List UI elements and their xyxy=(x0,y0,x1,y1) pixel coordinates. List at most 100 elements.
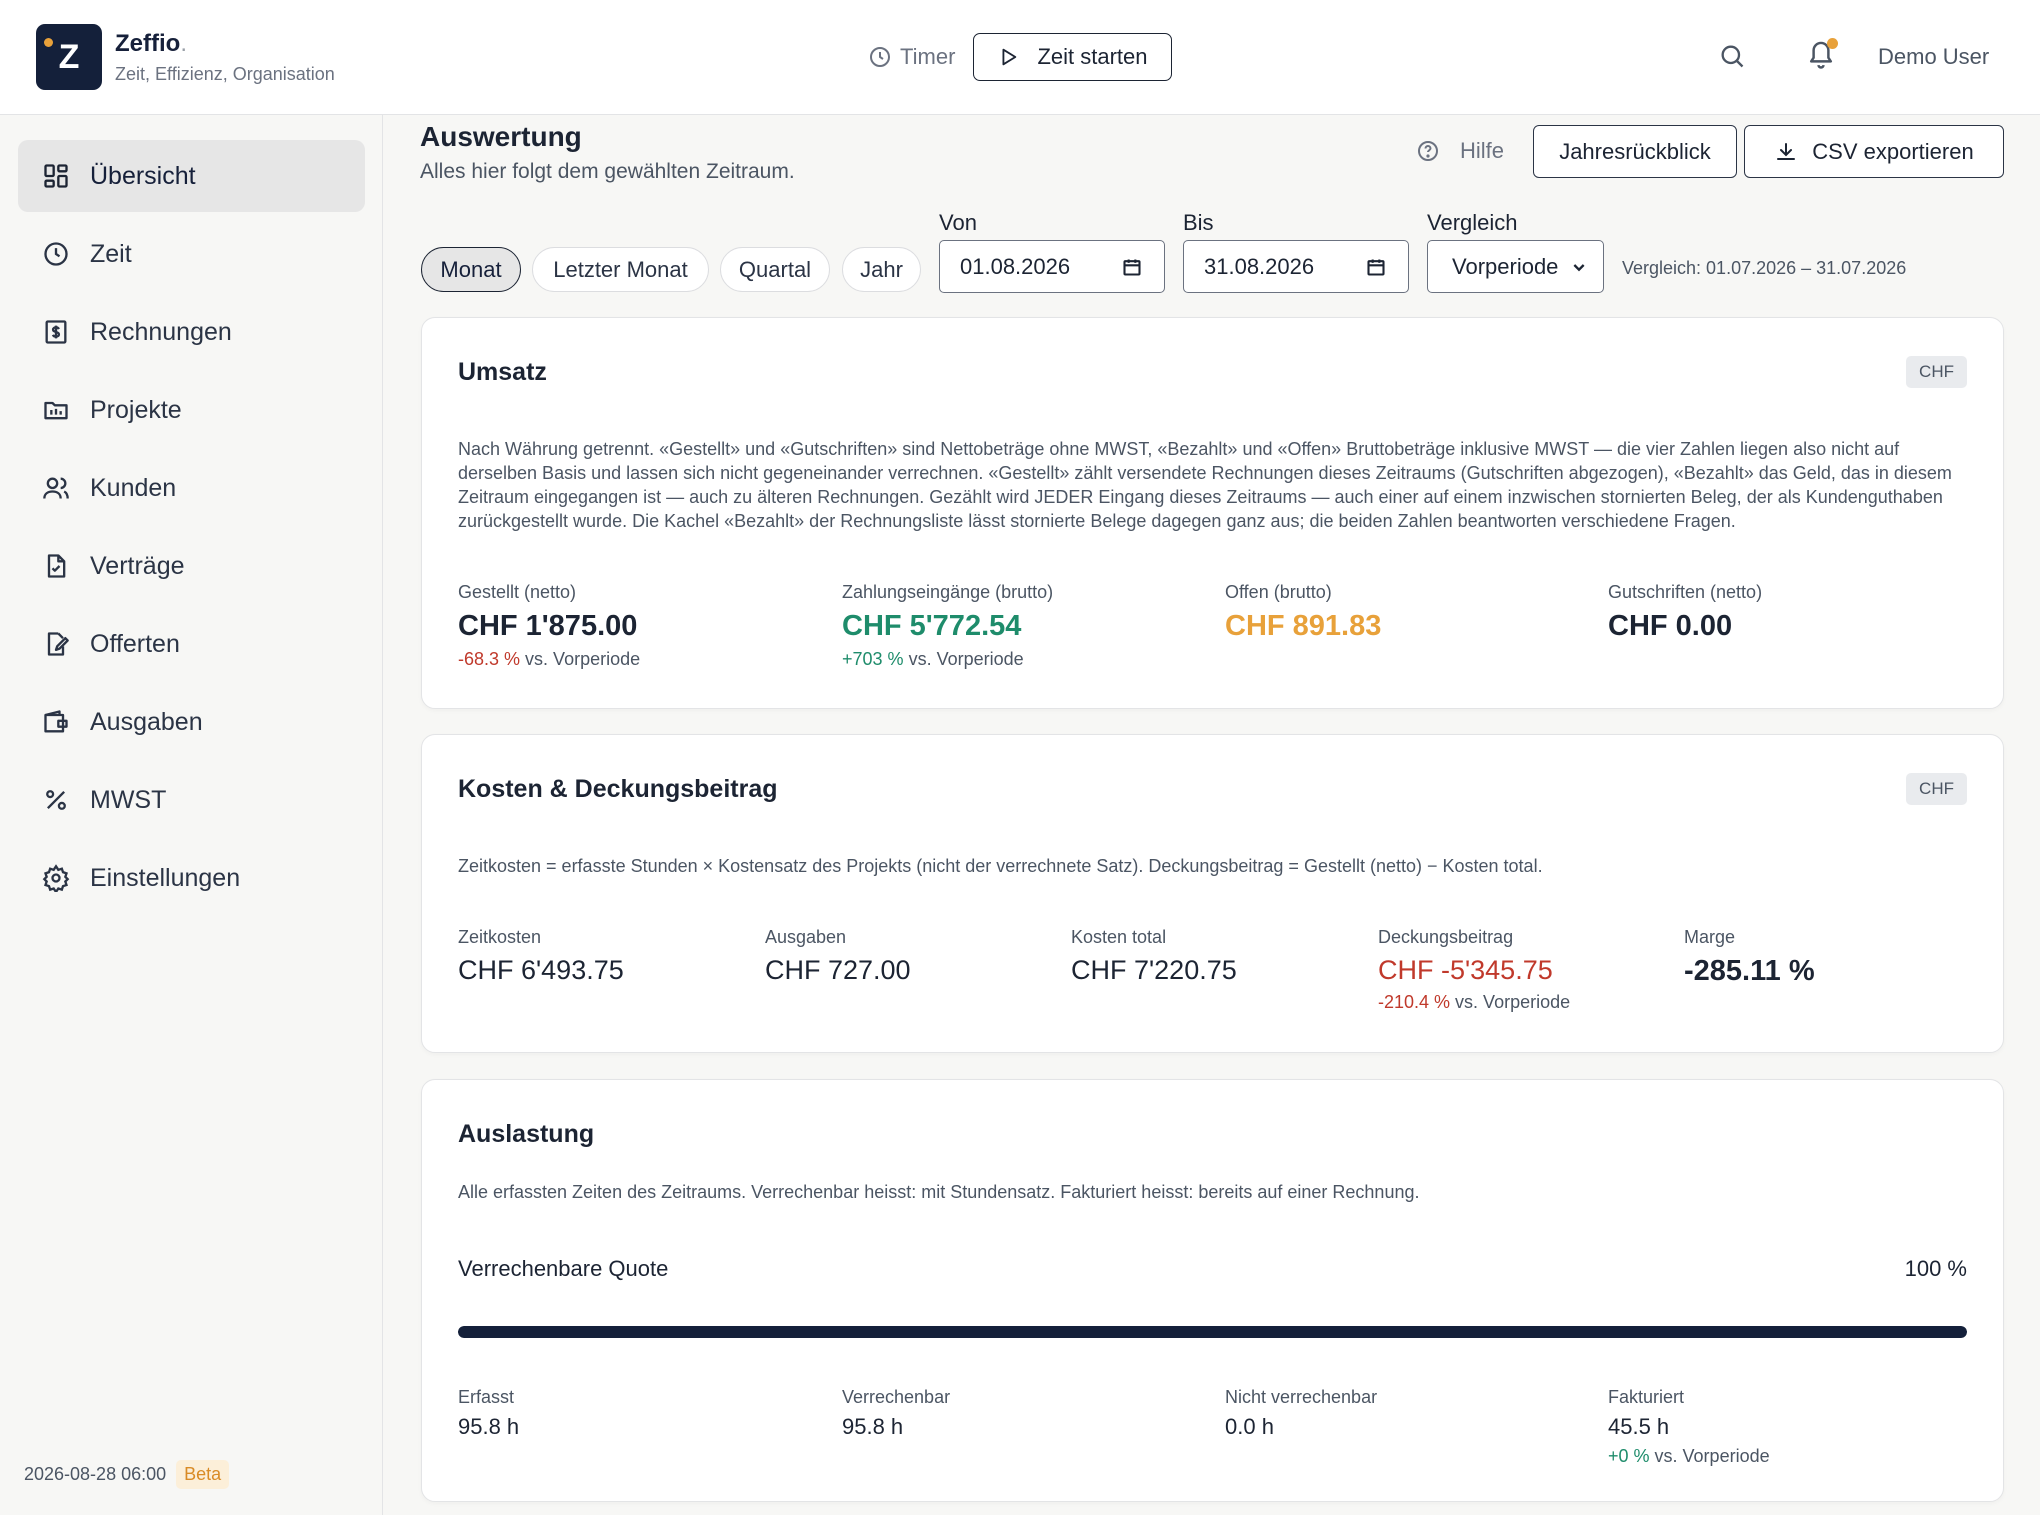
to-date-input[interactable]: 31.08.2026 xyxy=(1183,240,1409,293)
metric-label: Deckungsbeitrag xyxy=(1378,927,1514,947)
help-label: Hilfe xyxy=(1460,138,1505,163)
metric-delta: -68.3 % vs. Vorperiode xyxy=(458,649,640,670)
delta-value: -210.4 % xyxy=(1378,992,1451,1012)
compare-select[interactable]: Vorperiode xyxy=(1427,240,1604,293)
sidebar-item-projects[interactable]: Projekte xyxy=(18,374,365,446)
sidebar-item-label: Offerten xyxy=(90,630,180,658)
sidebar-item-time[interactable]: Zeit xyxy=(18,218,365,290)
metric-label: Kosten total xyxy=(1071,927,1167,947)
compare-range: Vergleich: 01.07.2026 – 31.07.2026 xyxy=(1622,258,1907,278)
sidebar-footer: 2026-08-28 06:00 Beta xyxy=(24,1460,230,1489)
utilization-card: Auslastung Alle erfassten Zeiten des Zei… xyxy=(421,1079,2004,1502)
sidebar-item-customers[interactable]: Kunden xyxy=(18,452,365,524)
quote-icon xyxy=(47,632,69,656)
metric-invoiced: Gestellt (netto) CHF 1'875.00 -68.3 % vs… xyxy=(458,582,640,670)
start-time-label: Zeit starten xyxy=(1037,44,1148,69)
calendar-icon xyxy=(1367,259,1385,276)
search-button[interactable] xyxy=(1718,42,1746,75)
page-title: Auswertung xyxy=(420,121,582,152)
to-date-value: 31.08.2026 xyxy=(1204,253,1315,279)
csv-export-button[interactable]: CSV exportieren xyxy=(1744,125,2004,178)
period-year-pill[interactable]: Jahr xyxy=(842,247,921,292)
metric-value: CHF 6'493.75 xyxy=(458,955,624,985)
period-quarter-pill[interactable]: Quartal xyxy=(720,247,830,292)
utilization-title: Auslastung xyxy=(458,1120,595,1148)
costs-description: Zeitkosten = erfasste Stunden × Kostensa… xyxy=(458,856,1543,876)
metric-label: Zahlungseingänge (brutto) xyxy=(842,582,1054,602)
beta-badge: Beta xyxy=(176,1460,230,1489)
csv-export-label: CSV exportieren xyxy=(1812,138,1974,164)
sidebar-item-contracts[interactable]: Verträge xyxy=(18,530,365,602)
start-time-button[interactable]: Zeit starten xyxy=(973,33,1172,81)
metric-label: Ausgaben xyxy=(765,927,847,947)
metric-margin: Marge -285.11 % xyxy=(1684,927,1815,988)
sidebar-item-quotes[interactable]: Offerten xyxy=(18,608,365,680)
metric-open: Offen (brutto) CHF 891.83 xyxy=(1225,582,1381,643)
notification-dot xyxy=(1827,38,1838,49)
invoice-icon xyxy=(45,320,67,344)
currency-badge: CHF xyxy=(1906,773,1967,805)
delta-suffix: vs. Vorperiode xyxy=(1649,1446,1770,1466)
metric-total-costs: Kosten total CHF 7'220.75 xyxy=(1071,927,1237,986)
metric-value: 0.0 h xyxy=(1225,1414,1274,1439)
metric-value: 45.5 h xyxy=(1608,1414,1670,1439)
year-review-label: Jahresrückblick xyxy=(1559,138,1711,164)
page-subtitle: Alles hier folgt dem gewählten Zeitraum. xyxy=(420,160,795,183)
metric-label: Gutschriften (netto) xyxy=(1608,582,1763,602)
brand-name: Zeffio. xyxy=(115,30,187,58)
sidebar-item-label: Ausgaben xyxy=(90,708,203,736)
search-icon xyxy=(1721,45,1744,68)
metric-invoiced-hours: Fakturiert 45.5 h +0 % vs. Vorperiode xyxy=(1608,1387,1770,1467)
timestamp: 2026-08-28 06:00 xyxy=(24,1464,167,1484)
download-icon xyxy=(1777,142,1796,160)
delta-value: -68.3 % xyxy=(458,649,521,669)
timer-label: Timer xyxy=(900,44,956,69)
quota-progress-bar xyxy=(458,1326,1967,1338)
help-button[interactable]: Hilfe xyxy=(1416,138,1504,164)
notifications-button[interactable] xyxy=(1806,38,1836,75)
help-icon xyxy=(1418,141,1438,161)
sidebar-item-overview[interactable]: Übersicht xyxy=(18,140,365,212)
calendar-icon xyxy=(1123,259,1141,276)
clock-icon xyxy=(44,242,68,266)
metric-contribution: Deckungsbeitrag CHF -5'345.75 -210.4 % v… xyxy=(1378,927,1570,1013)
from-date-value: 01.08.2026 xyxy=(960,253,1071,279)
sidebar-item-expenses[interactable]: Ausgaben xyxy=(18,686,365,758)
top-bar: Z Zeffio. Zeit, Effizienz, Organisation … xyxy=(0,0,2040,115)
metric-delta: +0 % vs. Vorperiode xyxy=(1608,1446,1770,1467)
revenue-card: Umsatz CHF Nach Währung getrennt. «Geste… xyxy=(421,317,2004,709)
revenue-title: Umsatz xyxy=(458,358,547,386)
folder-icon xyxy=(44,401,68,420)
sidebar-item-label: Zeit xyxy=(90,240,132,268)
brand-dot: . xyxy=(180,30,187,57)
quota-progress-fill xyxy=(458,1326,1967,1338)
gear-icon xyxy=(42,864,70,892)
year-review-button[interactable]: Jahresrückblick xyxy=(1533,125,1737,178)
percent-icon xyxy=(46,790,66,810)
period-last-month-pill[interactable]: Letzter Monat xyxy=(532,247,709,292)
from-date-input[interactable]: 01.08.2026 xyxy=(939,240,1165,293)
compare-select-value: Vorperiode xyxy=(1452,253,1559,279)
metric-delta: +703 % vs. Vorperiode xyxy=(842,649,1053,670)
sidebar-item-label: Rechnungen xyxy=(90,318,232,346)
period-month-pill[interactable]: Monat xyxy=(421,247,521,292)
quota-value: 100 % xyxy=(1904,1256,1967,1281)
metric-label: Gestellt (netto) xyxy=(458,582,577,602)
user-menu[interactable]: Demo User xyxy=(1878,44,1990,69)
sidebar-item-settings[interactable]: Einstellungen xyxy=(18,842,365,914)
to-label: Bis xyxy=(1183,210,1214,235)
app-logo[interactable]: Z xyxy=(36,24,102,90)
metric-payments: Zahlungseingänge (brutto) CHF 5'772.54 +… xyxy=(842,582,1053,670)
sidebar-item-invoices[interactable]: Rechnungen xyxy=(18,296,365,368)
delta-value: +0 % xyxy=(1608,1446,1650,1466)
users-icon xyxy=(43,477,69,499)
metric-value: CHF 891.83 xyxy=(1225,610,1382,642)
contract-icon xyxy=(47,554,66,578)
timer-indicator[interactable]: Timer xyxy=(868,42,955,72)
sidebar-item-vat[interactable]: MWST xyxy=(18,764,365,836)
logo-letter: Z xyxy=(58,37,80,76)
metric-label: Zeitkosten xyxy=(458,927,542,947)
play-icon xyxy=(1002,48,1017,66)
metric-delta: -210.4 % vs. Vorperiode xyxy=(1378,992,1570,1013)
brand-name-text: Zeffio xyxy=(115,30,181,57)
